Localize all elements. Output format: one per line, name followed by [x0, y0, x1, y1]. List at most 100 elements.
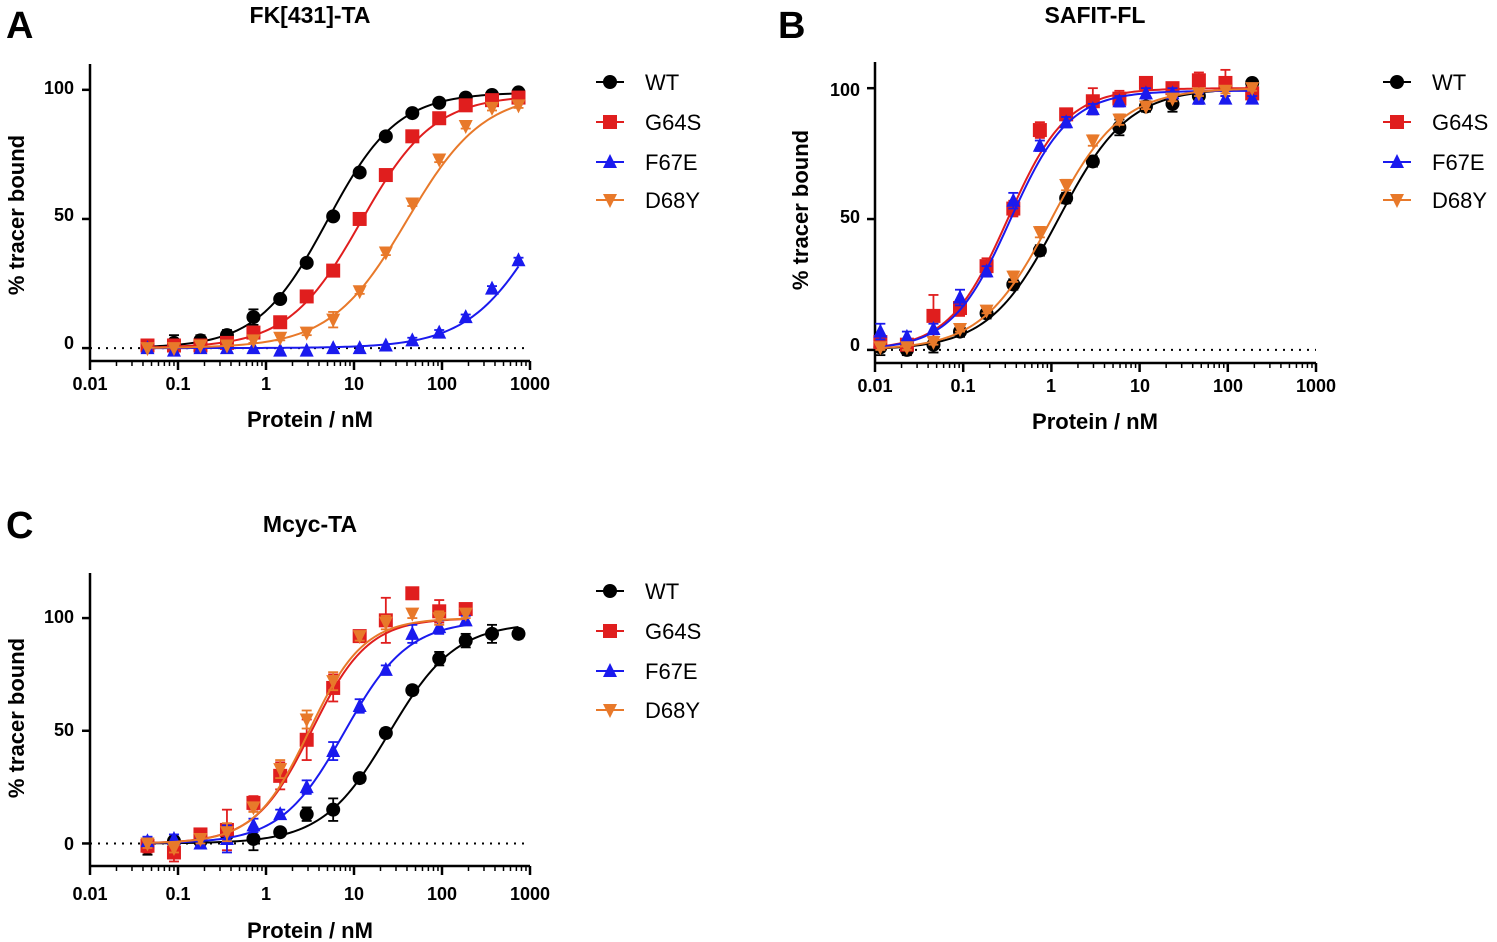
- data-point-d68y: [511, 99, 526, 114]
- data-point-wt: [273, 292, 288, 307]
- legend-label-d68y: D68Y: [645, 698, 700, 723]
- data-point-d68y: [1085, 134, 1100, 149]
- x-axis-label: Protein / nM: [1032, 409, 1158, 434]
- legend-label-f67e: F67E: [645, 150, 698, 175]
- chart-title: Mcyc-TA: [263, 511, 357, 537]
- y-tick-label: 50: [840, 207, 860, 227]
- data-point-d68y: [140, 342, 155, 357]
- data-point-d68y: [1059, 179, 1074, 194]
- x-axis-label: Protein / nM: [247, 407, 373, 432]
- x-tick-label: 0.1: [165, 884, 190, 904]
- data-point-d68y: [166, 841, 181, 856]
- y-axis-label: % tracer bound: [788, 130, 813, 290]
- data-point-d68y: [926, 336, 941, 351]
- data-point-d68y: [246, 334, 261, 349]
- data-point-d68y: [953, 322, 968, 337]
- data-point-wt: [273, 825, 288, 840]
- data-point-g64s: [378, 168, 393, 183]
- legend-marker-d68y: [603, 704, 617, 718]
- data-point-f67e: [326, 743, 341, 758]
- data-point-d68y: [299, 326, 314, 341]
- data-point-d68y: [873, 341, 888, 356]
- legend-label-wt: WT: [645, 579, 679, 604]
- x-tick-label: 0.01: [72, 884, 107, 904]
- data-point-wt: [485, 626, 500, 641]
- x-tick-label: 1: [261, 374, 271, 394]
- data-point-f67e: [246, 817, 261, 832]
- data-point-d68y: [458, 607, 473, 622]
- data-point-f67e: [899, 328, 914, 343]
- legend-label-g64s: G64S: [645, 619, 701, 644]
- data-point-wt: [432, 651, 447, 666]
- panel-letter: C: [6, 505, 33, 547]
- legend-marker-f67e: [603, 663, 617, 677]
- data-point-f67e: [432, 619, 447, 634]
- y-tick-label: 0: [850, 335, 860, 355]
- data-point-f67e: [299, 779, 314, 794]
- data-point-wt: [326, 802, 341, 817]
- y-axis-label: % tracer bound: [4, 638, 29, 798]
- data-point-d68y: [166, 342, 181, 357]
- data-point-d68y: [352, 630, 367, 645]
- data-point-d68y: [140, 837, 155, 852]
- data-point-f67e: [405, 332, 420, 347]
- y-axis-label: % tracer bound: [4, 135, 29, 295]
- data-point-f67e: [378, 661, 393, 676]
- data-point-g64s: [1032, 123, 1047, 138]
- data-point-f67e: [1059, 114, 1074, 129]
- x-tick-label: 100: [427, 374, 457, 394]
- data-point-d68y: [405, 607, 420, 622]
- data-point-wt: [378, 129, 393, 144]
- data-point-f67e: [1138, 85, 1153, 100]
- panel-letter: B: [778, 5, 805, 47]
- data-point-f67e: [1245, 90, 1260, 105]
- data-point-f67e: [405, 625, 420, 640]
- data-point-wt: [352, 771, 367, 786]
- data-point-g64s: [1138, 75, 1153, 90]
- y-tick-label: 100: [830, 80, 860, 100]
- legend-label-g64s: G64S: [645, 110, 701, 135]
- legend-marker-f67e: [603, 154, 617, 168]
- y-tick-label: 50: [54, 205, 74, 225]
- data-point-wt: [458, 633, 473, 648]
- x-tick-label: 10: [1130, 376, 1150, 396]
- data-point-wt: [405, 683, 420, 698]
- data-point-wt: [378, 726, 393, 741]
- data-point-d68y: [1218, 84, 1233, 99]
- data-point-f67e: [873, 323, 888, 338]
- data-point-wt: [1085, 154, 1100, 169]
- data-point-g64s: [432, 111, 447, 126]
- x-tick-label: 1: [1046, 376, 1056, 396]
- y-tick-label: 100: [44, 607, 74, 627]
- y-tick-label: 0: [64, 333, 74, 353]
- data-point-d68y: [219, 826, 234, 841]
- data-point-g64s: [405, 586, 420, 601]
- legend-label-d68y: D68Y: [645, 188, 700, 213]
- data-point-f67e: [299, 342, 314, 357]
- data-point-wt: [299, 807, 314, 822]
- x-tick-label: 1000: [510, 884, 550, 904]
- data-point-d68y: [193, 339, 208, 354]
- data-point-d68y: [1006, 270, 1021, 285]
- data-point-f67e: [926, 320, 941, 335]
- legend-marker-f67e: [1390, 154, 1404, 168]
- data-point-f67e: [273, 806, 288, 821]
- plot-area: [867, 62, 1318, 372]
- data-point-f67e: [485, 280, 500, 295]
- data-point-g64s: [458, 98, 473, 113]
- data-point-d68y: [326, 675, 341, 690]
- data-point-f67e: [1006, 192, 1021, 207]
- legend-marker-d68y: [603, 194, 617, 208]
- data-point-d68y: [378, 616, 393, 631]
- legend-marker-g64s: [1390, 115, 1404, 129]
- data-point-wt: [246, 310, 261, 325]
- data-point-d68y: [405, 197, 420, 212]
- y-tick-label: 50: [54, 720, 74, 740]
- data-point-d68y: [432, 612, 447, 627]
- panel-letter: A: [6, 5, 33, 47]
- data-point-d68y: [485, 101, 500, 116]
- legend: [1383, 75, 1411, 208]
- data-point-d68y: [219, 339, 234, 354]
- plot-area: [82, 573, 532, 875]
